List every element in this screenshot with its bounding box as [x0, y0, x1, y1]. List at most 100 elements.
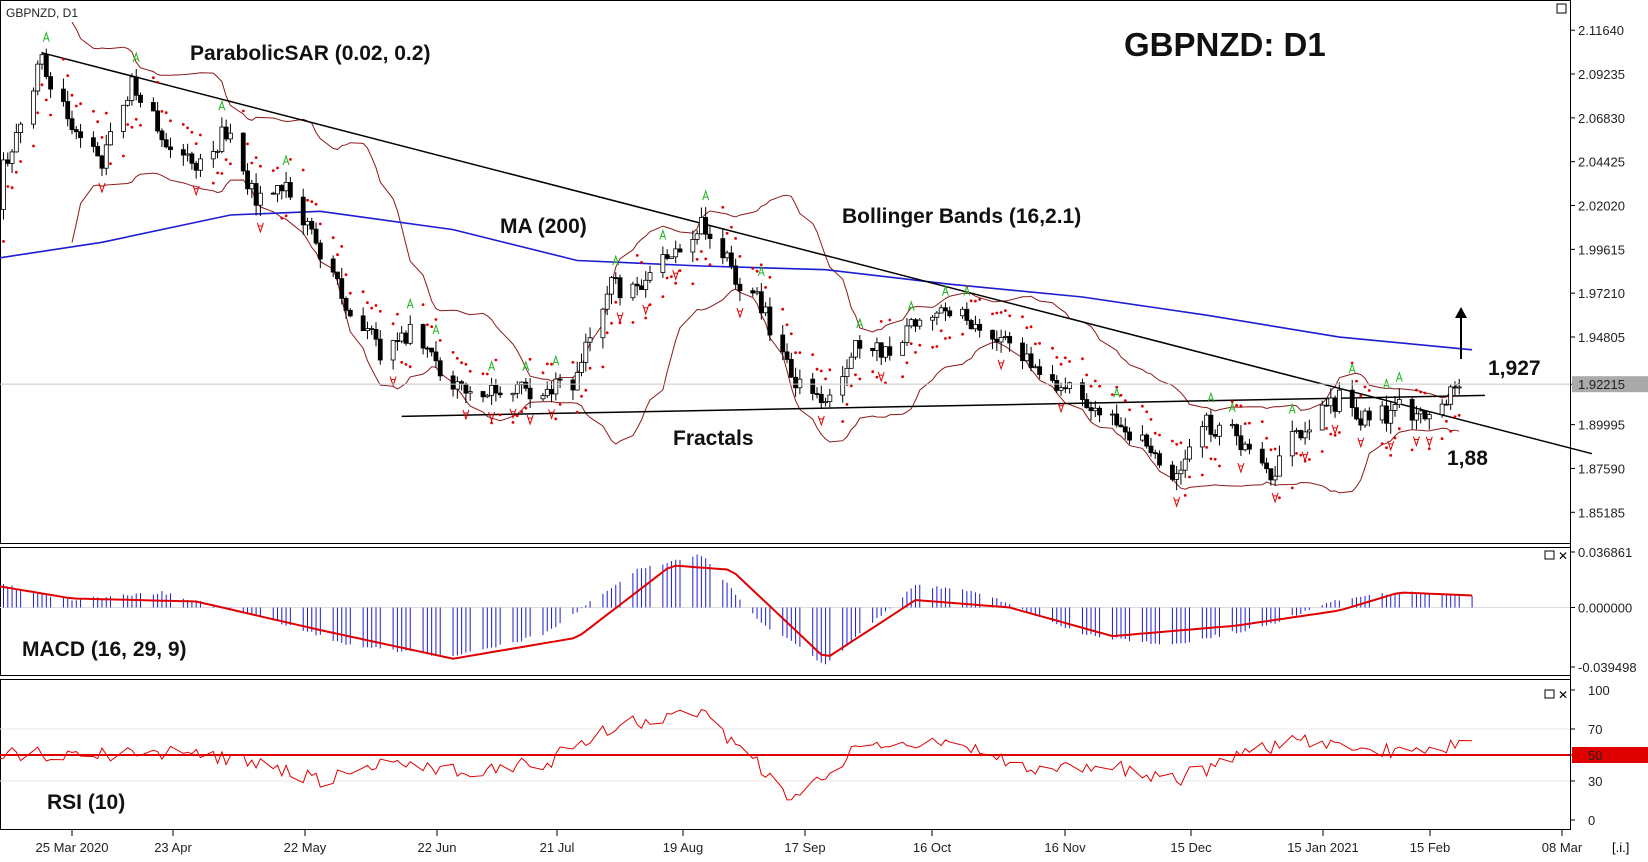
sar-dot: [468, 369, 472, 373]
candle: [1302, 421, 1308, 445]
sar-dot: [1081, 357, 1084, 361]
sar-dot: [434, 318, 438, 321]
candle: [1422, 410, 1428, 421]
sar-dot: [494, 358, 498, 362]
candle: [228, 123, 233, 143]
ma-annotation: MA (200): [500, 215, 587, 238]
sar-dot: [1218, 464, 1221, 468]
candle: [433, 341, 439, 369]
candle: [1140, 425, 1145, 443]
candle: [904, 318, 910, 346]
scale-fix-icon[interactable]: [.i.]: [1612, 840, 1629, 855]
candle: [1199, 420, 1205, 458]
sar-dot: [730, 225, 733, 229]
candle: [973, 315, 978, 333]
parabolic-sar-dots: [2, 57, 1461, 500]
price-tick-label: 2.02020: [1578, 199, 1625, 214]
sar-dot: [276, 166, 279, 170]
candle: [818, 385, 824, 409]
candle: [1032, 363, 1038, 369]
sar-dot: [194, 142, 198, 146]
price-tick-label: 1.87590: [1578, 461, 1625, 476]
close-icon[interactable]: ✕: [1558, 688, 1568, 702]
candle: [1122, 417, 1128, 440]
candle: [1110, 409, 1115, 426]
candle: [450, 370, 456, 397]
sar-dot: [1179, 441, 1183, 445]
candle: [934, 311, 940, 326]
candle: [1272, 465, 1278, 486]
candle: [660, 246, 666, 278]
sar-dot: [169, 119, 172, 123]
candle: [1024, 343, 1030, 362]
maximize-icon[interactable]: [1544, 550, 1555, 560]
sar-dot: [1008, 314, 1012, 318]
sar-dot: [1419, 390, 1423, 394]
sar-dot: [1111, 393, 1114, 396]
sar-dot: [460, 361, 463, 365]
candle: [703, 207, 709, 240]
candle: [848, 352, 854, 369]
sar-dot: [528, 357, 532, 361]
candle: [754, 287, 760, 296]
sar-dot: [871, 370, 875, 374]
sar-dot: [1380, 442, 1384, 445]
sar-dot: [1145, 410, 1149, 414]
candle: [1152, 449, 1158, 459]
candle: [788, 352, 794, 378]
candle: [574, 361, 580, 391]
candle: [750, 287, 756, 297]
sar-dot: [220, 172, 224, 175]
fractal-down-marker: [1331, 424, 1339, 436]
macd-panel-controls[interactable]: ✕: [1544, 549, 1568, 563]
candle: [78, 123, 83, 148]
candle: [943, 302, 948, 321]
sar-dot: [631, 321, 635, 324]
candle: [420, 323, 426, 355]
sar-dot: [1235, 404, 1238, 407]
sar-dot: [1034, 342, 1037, 346]
sar-dot: [1149, 418, 1153, 421]
candle: [69, 110, 75, 135]
candle: [373, 322, 379, 347]
sar-dot: [678, 269, 682, 272]
macd-signal-line: [0, 564, 1473, 660]
fractal-down-marker: [877, 371, 885, 383]
price-tick-label: 2.09235: [1578, 67, 1625, 82]
bollinger-bands: [71, 21, 1460, 494]
sar-dot: [700, 250, 703, 253]
sar-dot: [1393, 436, 1397, 440]
rsi-panel-controls[interactable]: ✕: [1544, 688, 1568, 702]
candle: [733, 258, 739, 290]
sar-dot: [438, 339, 442, 342]
fractal-down-marker: [642, 304, 650, 316]
sar-dot: [1299, 453, 1303, 457]
sar-dot: [426, 323, 429, 327]
sar-dot: [610, 321, 613, 325]
sar-dot: [1355, 379, 1358, 383]
sar-dot: [841, 420, 845, 423]
sar-dot: [1290, 486, 1294, 490]
candle: [1182, 449, 1188, 479]
sar-dot: [1278, 496, 1281, 500]
candle: [604, 285, 610, 316]
sar-dot: [708, 263, 712, 266]
candle: [138, 92, 143, 108]
sar-dot: [186, 126, 190, 130]
time-axis: 25 Mar 2020 23 Apr 22 May 22 Jun 21 Jul 19 Au…: [36, 830, 1583, 855]
sar-dot: [948, 336, 952, 340]
support-label: 1,88: [1447, 447, 1488, 470]
sar-dot: [580, 394, 583, 398]
close-icon[interactable]: ✕: [1558, 549, 1568, 563]
maximize-icon[interactable]: [1544, 689, 1555, 699]
candle: [990, 329, 995, 350]
fractal-down-marker: [1237, 462, 1245, 474]
sar-dot: [961, 332, 964, 336]
sar-dot: [1200, 473, 1204, 477]
scroll-corner-icon[interactable]: [1556, 3, 1567, 14]
sar-dot: [374, 304, 378, 307]
candle: [377, 330, 383, 365]
sar-dot: [845, 403, 849, 406]
candle: [480, 390, 486, 403]
candle: [270, 191, 276, 195]
